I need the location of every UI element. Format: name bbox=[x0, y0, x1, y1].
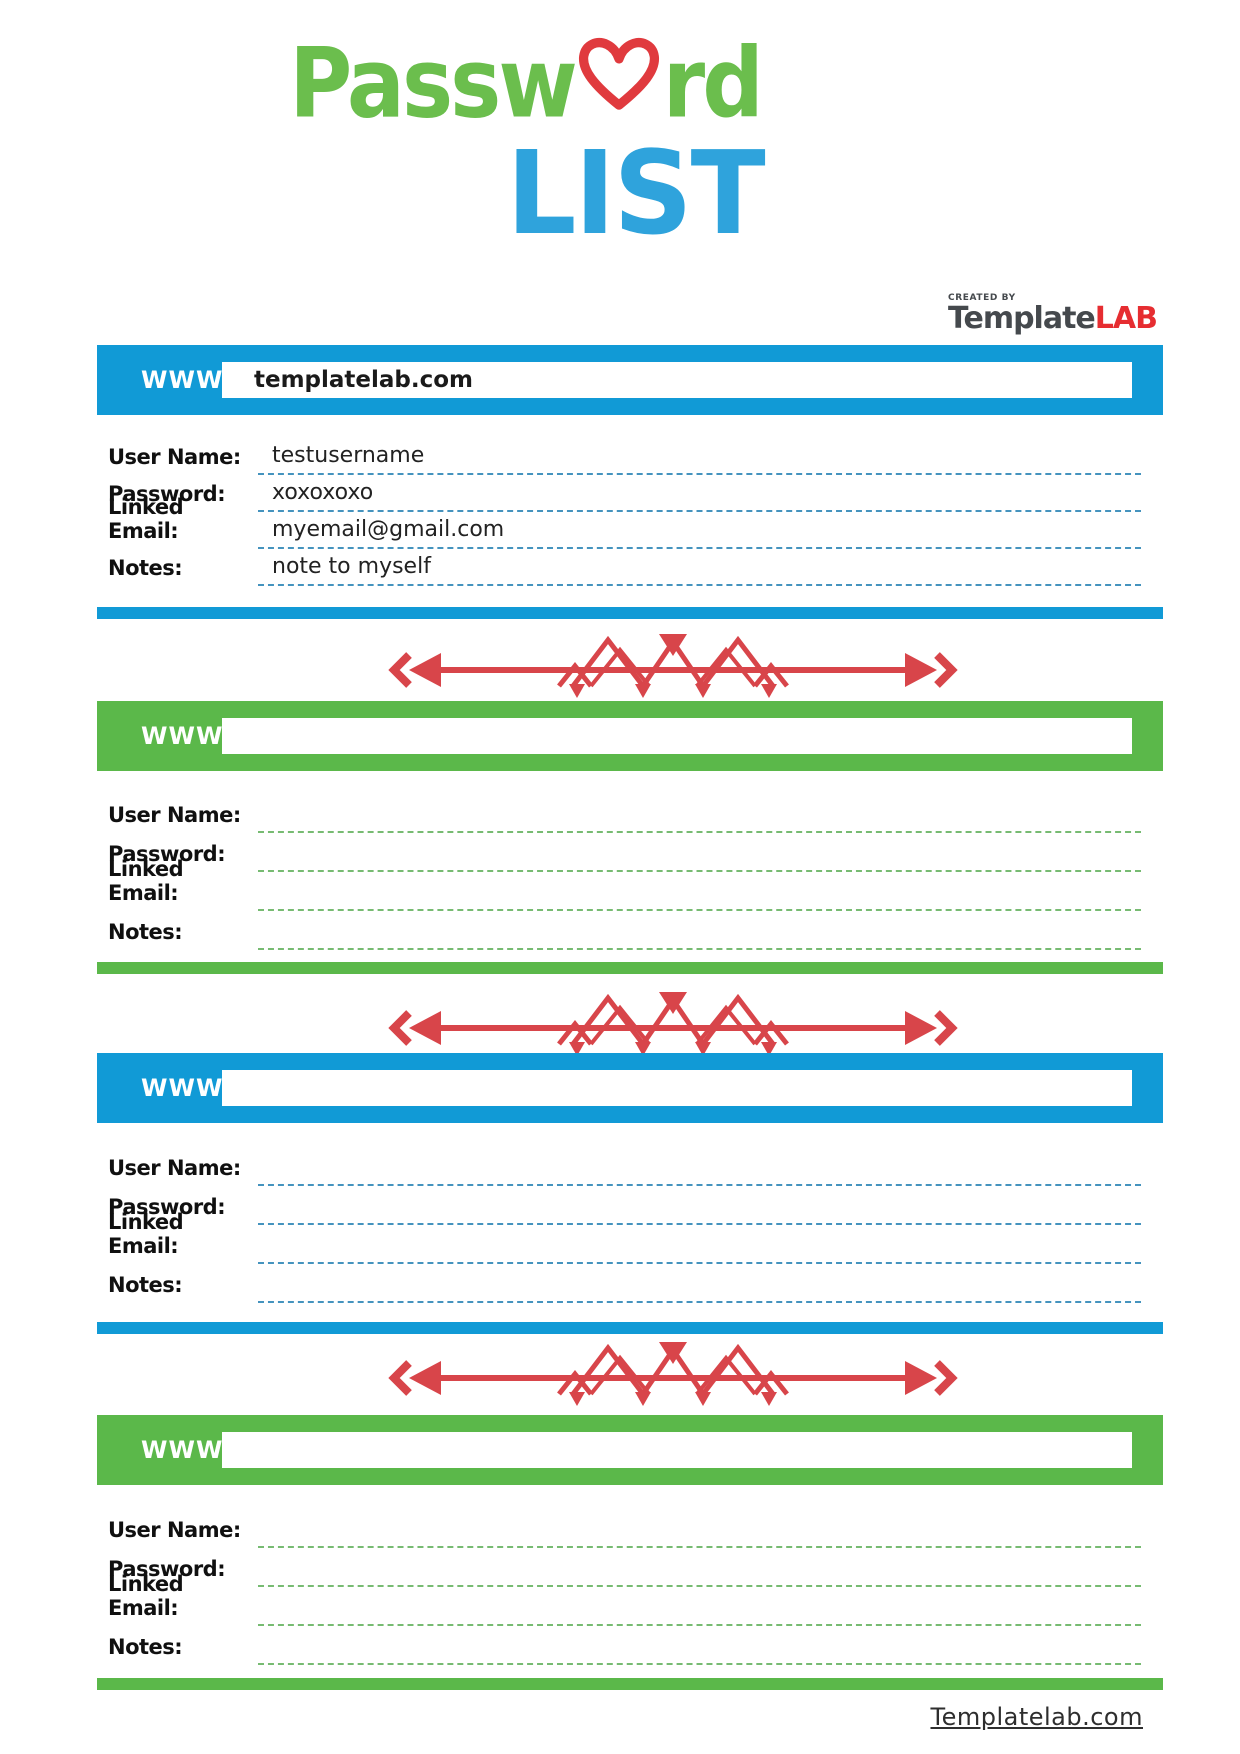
field-value[interactable]: testusername bbox=[258, 443, 1141, 475]
section1-fields: User Name: testusername Password: xoxoxo… bbox=[108, 438, 1141, 586]
field-label: Notes: bbox=[108, 1635, 183, 1659]
field-label: User Name: bbox=[108, 1156, 241, 1180]
section3-header-bar: WWW. bbox=[97, 1053, 1163, 1123]
section4-fields: User Name: Password: Linked Email: Notes… bbox=[108, 1509, 1141, 1665]
field-value[interactable] bbox=[258, 1158, 1141, 1186]
field-row: User Name: bbox=[108, 794, 1141, 833]
field-row: User Name: bbox=[108, 1509, 1141, 1548]
section1-header-bar: WWW. templatelab.com bbox=[97, 345, 1163, 415]
logo-brand-red: LAB bbox=[1094, 301, 1158, 336]
field-label: Notes: bbox=[108, 556, 183, 580]
field-row: Linked Email: bbox=[108, 1572, 1141, 1626]
field-row: Notes: bbox=[108, 1264, 1141, 1303]
tribal-divider-icon bbox=[373, 1336, 973, 1406]
www-label: WWW. bbox=[141, 1436, 232, 1464]
section2-header-bar: WWW. bbox=[97, 701, 1163, 771]
page-title-list: LIST bbox=[506, 126, 765, 261]
title-text-post: rd bbox=[662, 28, 764, 140]
www-label: WWW. bbox=[141, 722, 232, 750]
field-label: User Name: bbox=[108, 445, 241, 469]
logo-created-by: CREATED BY bbox=[948, 293, 1016, 303]
field-row: Notes: bbox=[108, 911, 1141, 950]
url-input[interactable] bbox=[222, 1070, 1132, 1106]
url-value: templatelab.com bbox=[254, 367, 474, 393]
field-value[interactable] bbox=[258, 1275, 1141, 1303]
field-label: Linked Email: bbox=[108, 1572, 184, 1620]
field-value[interactable] bbox=[258, 1559, 1141, 1587]
tribal-divider-icon bbox=[373, 628, 973, 698]
url-input[interactable] bbox=[222, 718, 1132, 754]
field-label: User Name: bbox=[108, 803, 241, 827]
field-value-text: note to myself bbox=[272, 554, 431, 579]
field-value[interactable] bbox=[258, 1197, 1141, 1225]
field-row: Linked Email: bbox=[108, 1210, 1141, 1264]
heart-icon bbox=[577, 34, 661, 134]
section1-bottom-bar bbox=[97, 607, 1163, 619]
templatelab-logo: CREATED BY TemplateLAB bbox=[948, 294, 1158, 334]
field-label: Notes: bbox=[108, 920, 183, 944]
field-label: Password: bbox=[108, 482, 226, 506]
field-label: Password: bbox=[108, 1557, 226, 1581]
logo-brand: TemplateLAB bbox=[948, 304, 1158, 334]
field-value[interactable]: myemail@gmail.com bbox=[258, 517, 1141, 549]
section2-fields: User Name: Password: Linked Email: Notes… bbox=[108, 794, 1141, 950]
section2-bottom-bar bbox=[97, 962, 1163, 974]
field-row: User Name: testusername bbox=[108, 438, 1141, 475]
page-title-password: Passw rd bbox=[280, 28, 770, 140]
field-label: Linked Email: bbox=[108, 1210, 184, 1258]
field-value[interactable] bbox=[258, 805, 1141, 833]
field-label: Linked Email: bbox=[108, 495, 184, 543]
field-label: Password: bbox=[108, 1195, 226, 1219]
www-label: WWW. bbox=[141, 366, 232, 394]
field-label: Password: bbox=[108, 842, 226, 866]
field-row: Password: bbox=[108, 833, 1141, 872]
tribal-divider-icon bbox=[373, 986, 973, 1056]
field-row: Password: bbox=[108, 1548, 1141, 1587]
www-label: WWW. bbox=[141, 1074, 232, 1102]
section4-bottom-bar bbox=[97, 1678, 1163, 1690]
title-text-pre: Passw bbox=[289, 28, 578, 140]
field-label: User Name: bbox=[108, 1518, 241, 1542]
field-row: Notes: bbox=[108, 1626, 1141, 1665]
field-row: User Name: bbox=[108, 1147, 1141, 1186]
logo-brand-gray: Template bbox=[948, 301, 1096, 336]
field-value-text: myemail@gmail.com bbox=[272, 517, 505, 542]
field-value[interactable] bbox=[258, 1598, 1141, 1626]
field-row: Password: bbox=[108, 1186, 1141, 1225]
field-value[interactable] bbox=[258, 922, 1141, 950]
field-row: Linked Email: myemail@gmail.com bbox=[108, 495, 1141, 549]
field-value[interactable] bbox=[258, 1520, 1141, 1548]
url-input[interactable] bbox=[222, 1432, 1132, 1468]
field-value[interactable]: xoxoxoxo bbox=[258, 480, 1141, 512]
field-value[interactable] bbox=[258, 844, 1141, 872]
field-label: Linked Email: bbox=[108, 857, 184, 905]
field-value[interactable] bbox=[258, 1236, 1141, 1264]
section3-bottom-bar bbox=[97, 1322, 1163, 1334]
field-value-text: testusername bbox=[272, 443, 425, 468]
field-row: Linked Email: bbox=[108, 857, 1141, 911]
field-value[interactable] bbox=[258, 1637, 1141, 1665]
field-row: Password: xoxoxoxo bbox=[108, 475, 1141, 512]
field-value[interactable]: note to myself bbox=[258, 554, 1141, 586]
section3-fields: User Name: Password: Linked Email: Notes… bbox=[108, 1147, 1141, 1303]
field-row: Notes: note to myself bbox=[108, 549, 1141, 586]
field-label: Notes: bbox=[108, 1273, 183, 1297]
field-value-text: xoxoxoxo bbox=[272, 480, 374, 505]
url-input[interactable]: templatelab.com bbox=[222, 362, 1132, 398]
footer-link[interactable]: Templatelab.com bbox=[930, 1703, 1143, 1731]
section4-header-bar: WWW. bbox=[97, 1415, 1163, 1485]
field-value[interactable] bbox=[258, 883, 1141, 911]
